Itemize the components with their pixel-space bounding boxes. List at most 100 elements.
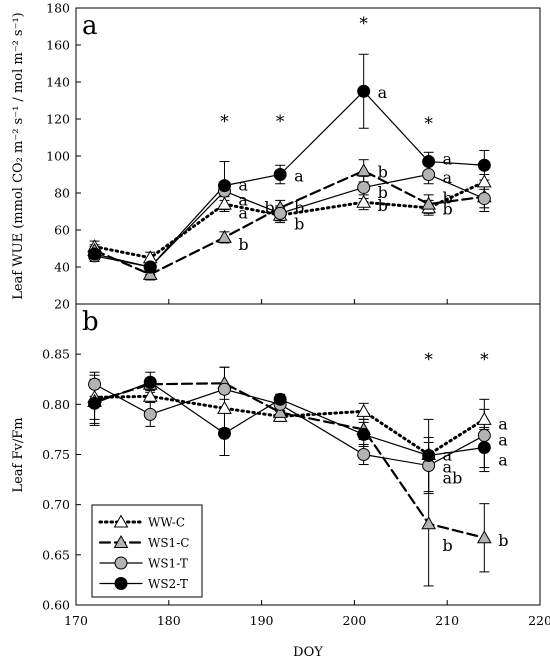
significance-letter: b: [443, 189, 453, 208]
point-ws1-t: [273, 206, 287, 220]
significance-letter: b: [378, 163, 388, 182]
point-ws1-c: [217, 229, 232, 243]
legend-label: WS1-C: [148, 536, 189, 550]
point-ws1-t: [143, 407, 157, 421]
y-tick-label: 180: [46, 1, 70, 16]
y-tick-label: 0.60: [42, 598, 70, 613]
significance-star: *: [424, 350, 433, 370]
point-ws2-t: [143, 375, 157, 389]
point-ww-c: [476, 174, 492, 188]
point-ws2-t: [477, 158, 491, 172]
point-ws2-t: [88, 247, 102, 261]
y-tick-label: 60: [54, 223, 70, 238]
point-ws2-t: [217, 179, 231, 193]
point-ws2-t: [477, 440, 491, 454]
point-ws1-c: [356, 163, 372, 177]
significance-letter: b: [294, 214, 304, 233]
legend-label: WW-C: [148, 516, 185, 530]
x-tick-label: 170: [64, 613, 88, 628]
significance-letter: b: [264, 198, 274, 217]
legend: WW-C WS1-C WS1-T WS2-T: [91, 504, 203, 598]
panel-label: b: [82, 307, 99, 337]
legend-label: WS1-T: [148, 557, 188, 571]
legend-marker: [114, 577, 128, 590]
significance-letter: a: [378, 83, 388, 102]
point-ws1-t: [88, 377, 102, 391]
significance-letter: b: [443, 200, 453, 219]
significance-letter: a: [498, 451, 508, 470]
point-ws1-c: [421, 516, 436, 530]
series-line: [93, 394, 486, 457]
legend-box: [91, 504, 203, 598]
point-ws1-t: [477, 428, 491, 442]
point-ws1-t: [357, 448, 371, 461]
point-ws1-c: [476, 530, 492, 544]
y-tick-label: 20: [54, 297, 70, 312]
y-tick-label: 0.65: [42, 547, 70, 562]
series-line: [93, 180, 486, 260]
significance-letter: a: [498, 430, 508, 449]
series-line: [93, 173, 485, 268]
significance-letter: b: [443, 536, 453, 555]
y-axis-label: Leaf Fv/Fm: [11, 417, 26, 492]
point-ww-c: [476, 411, 492, 425]
significance-letter: a: [443, 168, 453, 187]
y-tick-label: 0.80: [42, 397, 70, 412]
x-tick-label: 190: [250, 613, 274, 628]
y-tick-label: 0.70: [42, 497, 70, 512]
point-ws1-t: [217, 382, 231, 396]
significance-letter: a: [443, 458, 453, 477]
x-tick-label: 200: [342, 613, 366, 628]
x-tick-label: 180: [157, 613, 181, 628]
y-tick-label: 140: [46, 75, 70, 90]
significance-letter: b: [378, 196, 388, 215]
point-ws1-t: [357, 180, 371, 194]
point-ws1-c: [421, 196, 436, 210]
significance-letter: a: [443, 150, 453, 169]
point-ws1-c: [142, 266, 158, 280]
y-tick-label: 80: [54, 186, 70, 201]
legend-marker: [113, 514, 129, 528]
x-axis-label: DOY: [293, 645, 323, 660]
significance-letter: a: [443, 446, 453, 465]
significance-star: *: [220, 112, 229, 132]
significance-star: *: [480, 350, 489, 370]
point-ww-c: [217, 400, 232, 414]
significance-star: *: [359, 14, 368, 34]
x-tick-label: 220: [528, 613, 550, 628]
y-tick-label: 0.85: [42, 347, 70, 362]
significance-letter: ab: [443, 469, 463, 488]
significance-letter: a: [498, 414, 508, 433]
significance-letter: a: [238, 203, 248, 222]
point-ws1-t: [422, 168, 436, 181]
x-tick-label: 210: [435, 613, 459, 628]
point-ws2-t: [273, 392, 287, 406]
significance-letter: b: [498, 531, 508, 550]
significance-letter: b: [378, 183, 388, 202]
significance-letter: b: [238, 235, 248, 254]
legend-marker: [114, 556, 128, 570]
y-tick-label: 120: [46, 112, 70, 127]
y-tick-label: 0.75: [42, 447, 70, 462]
significance-star: *: [276, 112, 285, 132]
point-ws2-t: [217, 426, 231, 440]
point-ws2-t: [357, 84, 371, 98]
point-ww-c: [217, 196, 232, 210]
legend-marker: [113, 534, 129, 548]
significance-letter: b: [294, 198, 304, 217]
point-ws1-t: [477, 192, 491, 206]
point-ws2-t: [88, 396, 102, 410]
point-ww-c: [356, 403, 372, 417]
y-tick-label: 100: [46, 149, 70, 164]
point-ws2-t: [422, 449, 436, 463]
y-tick-label: 160: [46, 38, 70, 53]
point-ws2-t: [422, 155, 436, 169]
panel-label: a: [82, 11, 98, 41]
significance-letter: a: [294, 166, 304, 185]
significance-letter: a: [238, 176, 248, 195]
series-ww-c: [89, 174, 490, 264]
legend-label: WS2-T: [148, 577, 188, 591]
point-ws2-t: [273, 168, 287, 181]
point-ww-c: [356, 194, 372, 208]
